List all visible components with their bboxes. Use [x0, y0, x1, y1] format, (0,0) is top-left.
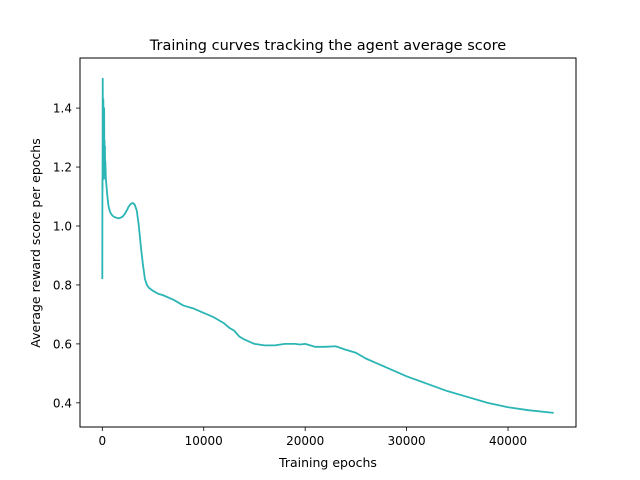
- chart-title: Training curves tracking the agent avera…: [149, 38, 506, 54]
- x-tick-label: 30000: [388, 434, 426, 448]
- plot-area: [101, 77, 554, 414]
- x-axis: 0 10000 20000 30000 40000: [98, 427, 527, 448]
- y-axis-label: Average reward score per epochs: [28, 138, 43, 347]
- x-axis-label: Training epochs: [278, 455, 377, 470]
- y-tick-label: 0.4: [53, 396, 72, 410]
- y-tick-label: 0.8: [53, 278, 72, 292]
- y-tick-label: 1.0: [53, 219, 72, 233]
- y-tick-label: 1.2: [53, 161, 72, 175]
- y-tick-label: 1.4: [53, 102, 72, 116]
- plot-frame: [79, 57, 577, 428]
- x-tick-label: 10000: [185, 434, 223, 448]
- series-line-1: [101, 77, 554, 414]
- y-axis: 0.4 0.6 0.8 1.0 1.2 1.4: [53, 102, 80, 410]
- x-tick-label: 0: [98, 434, 106, 448]
- x-tick-label: 40000: [489, 434, 527, 448]
- y-tick-label: 0.6: [53, 337, 72, 351]
- x-tick-label: 20000: [286, 434, 324, 448]
